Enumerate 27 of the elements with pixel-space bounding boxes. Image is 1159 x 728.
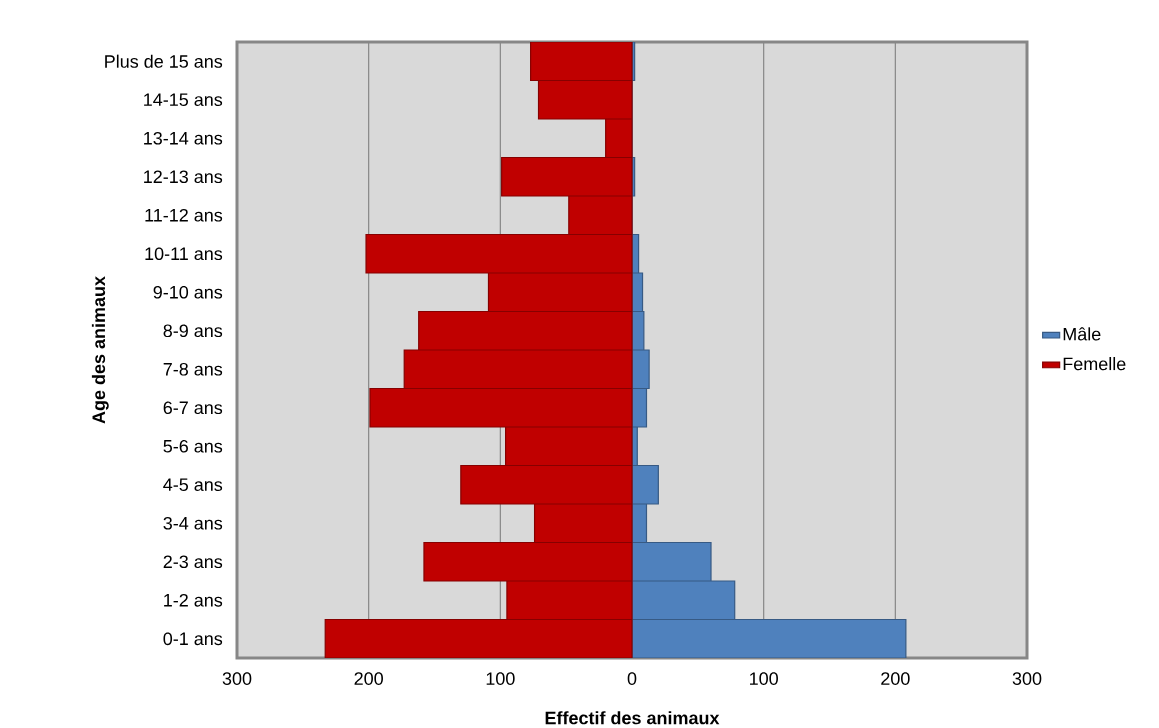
y-tick-label: 5-6 ans [163, 439, 223, 453]
x-tick-label: 100 [486, 672, 515, 685]
y-axis-title: Age des animaux [91, 276, 109, 424]
x-tick-label: 100 [750, 672, 778, 685]
y-tick-label: 12-13 ans [144, 170, 223, 184]
x-tick-label: 200 [354, 672, 383, 685]
y-tick-label: 4-5 ans [163, 478, 223, 492]
y-tick-label: 9-10 ans [153, 285, 223, 299]
x-axis-title: Effectif des animaux [545, 711, 720, 725]
y-tick-label: 11-12 ans [145, 208, 223, 222]
y-tick-label: 2-3 ans [163, 555, 223, 569]
y-tick-label: 14-15 ans [144, 93, 223, 107]
x-tick-label: 300 [222, 672, 252, 685]
y-tick-label: Plus de 15 ans [105, 54, 223, 68]
y-tick-label: 8-9 ans [163, 324, 223, 338]
x-tick-label: 0 [627, 672, 637, 685]
y-tick-label: 1-2 ans [164, 593, 223, 607]
x-tick-label: 200 [881, 672, 910, 685]
y-tick-label: 3-4 ans [163, 516, 223, 530]
x-tick-label: 300 [1012, 672, 1042, 685]
legend-label: Femelle [1063, 357, 1126, 371]
y-tick-label: 7-8 ans [163, 362, 223, 376]
y-tick-label: 10-11 ans [145, 247, 223, 261]
legend-label: Mâle [1063, 327, 1101, 341]
y-tick-label: 13-14 ans [144, 131, 223, 145]
y-tick-label: 0-1 ans [163, 632, 223, 646]
y-tick-label: 6-7 ans [163, 401, 223, 415]
